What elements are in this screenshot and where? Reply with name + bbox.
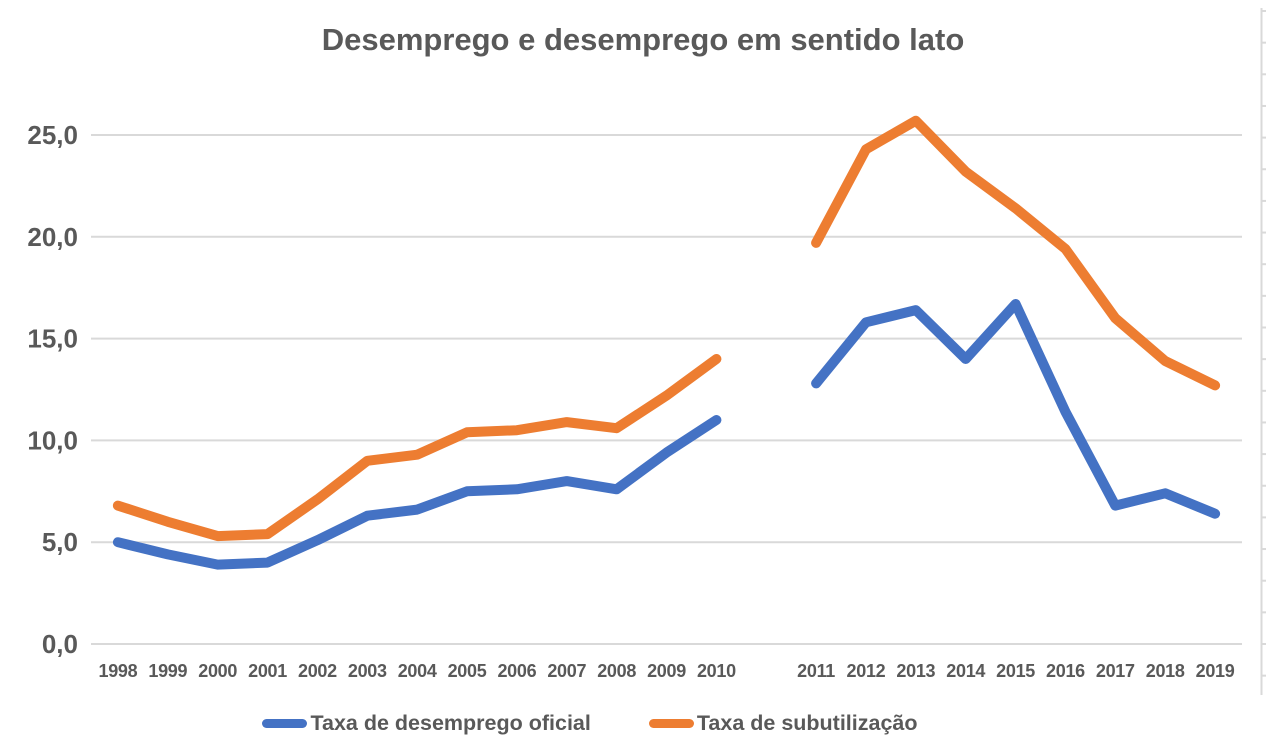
x-tick-label: 2012 [847,661,886,681]
x-tick-label: 2003 [348,661,387,681]
y-tick-label: 20,0 [27,222,78,252]
x-tick-label: 2011 [797,661,835,681]
x-tick-label: 2013 [896,661,935,681]
chart-title: Desemprego e desemprego em sentido lato [322,22,965,57]
legend-label-official: Taxa de desemprego oficial [310,710,591,735]
x-tick-label: 2010 [697,661,736,681]
x-tick-label: 2018 [1146,661,1185,681]
legend-item-official: Taxa de desemprego oficial [262,710,591,736]
x-tick-label: 2016 [1046,661,1085,681]
legend-item-subutilizacao: Taxa de subutilização [648,710,918,736]
series-line-0 [811,299,1221,519]
legend-label-subutilizacao: Taxa de subutilização [696,710,918,735]
y-tick-label: 10,0 [27,425,78,455]
y-tick-label: 0,0 [42,629,78,659]
x-tick-label: 2002 [298,661,337,681]
x-tick-label: 2007 [547,661,586,681]
x-tick-label: 2008 [597,661,636,681]
x-tick-label: 2009 [647,661,686,681]
series-lines-group [112,115,1221,570]
x-tick-label: 2004 [398,661,437,681]
x-tick-label: 2019 [1196,661,1235,681]
y-tick-label: 15,0 [27,324,78,354]
y-axis-labels-group: 0,0 5,0 10,0 15,0 20,0 25,0 [27,120,78,659]
x-tick-label: 2006 [497,661,536,681]
legend-swatch-subutilizacao [648,718,694,728]
x-tick-label: 2001 [248,661,287,681]
y-tick-label: 5,0 [42,527,78,557]
y-tick-label: 25,0 [27,120,78,150]
gridlines-group [91,134,1242,645]
series-line-0 [112,415,722,570]
x-tick-label: 2014 [946,661,985,681]
x-tick-label: 2000 [198,661,237,681]
x-tick-label: 2017 [1096,661,1135,681]
series-line-1 [112,354,722,542]
right-axis-group [1260,8,1266,695]
legend: Taxa de desemprego oficial Taxa de subut… [0,705,1180,741]
x-tick-label: 1998 [99,661,138,681]
series-line-1 [811,115,1221,391]
x-axis-labels-group: 1998 1999 2000 2001 2002 2003 2004 2005 2006 2007… [99,661,1236,681]
x-tick-label: 1999 [148,661,187,681]
x-tick-label: 2005 [448,661,487,681]
legend-swatch-official [262,718,308,728]
x-tick-label: 2015 [996,661,1035,681]
